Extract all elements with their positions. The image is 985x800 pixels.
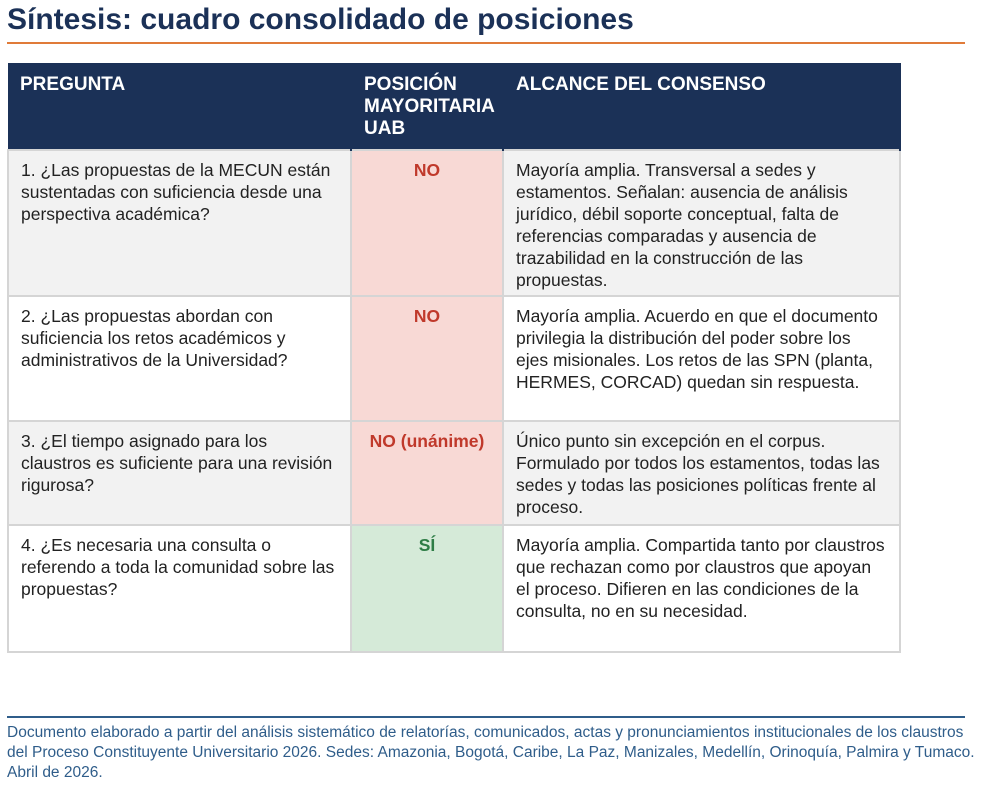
consensus-cell: Mayoría amplia. Compartida tanto por cla… bbox=[502, 524, 901, 653]
consensus-cell: Mayoría amplia. Acuerdo en que el docume… bbox=[502, 295, 901, 422]
position-cell: NO bbox=[350, 295, 504, 422]
table-row: 3. ¿El tiempo asignado para los claustro… bbox=[7, 420, 901, 526]
page-title: Síntesis: cuadro consolidado de posicion… bbox=[7, 3, 634, 36]
position-cell: NO (unánime) bbox=[350, 420, 504, 526]
header-pregunta: PREGUNTA bbox=[8, 63, 352, 150]
header-row: PREGUNTA POSICIÓN MAYORITARIA UAB ALCANC… bbox=[8, 63, 901, 150]
question-cell: 2. ¿Las propuestas abordan con suficienc… bbox=[7, 295, 352, 422]
footer-note: Documento elaborado a partir del análisi… bbox=[7, 724, 975, 781]
header-posicion: POSICIÓN MAYORITARIA UAB bbox=[351, 63, 504, 150]
title-divider bbox=[7, 42, 965, 44]
table-row: 1. ¿Las propuestas de la MECUN están sus… bbox=[7, 149, 901, 297]
position-cell: NO bbox=[350, 149, 504, 297]
table-row: 2. ¿Las propuestas abordan con suficienc… bbox=[7, 295, 901, 422]
question-cell: 1. ¿Las propuestas de la MECUN están sus… bbox=[7, 149, 352, 297]
consensus-cell: Mayoría amplia. Transversal a sedes y es… bbox=[502, 149, 901, 297]
positions-table: PREGUNTA POSICIÓN MAYORITARIA UAB ALCANC… bbox=[7, 63, 901, 653]
table-row: 4. ¿Es necesaria una consulta o referend… bbox=[7, 524, 901, 653]
question-cell: 4. ¿Es necesaria una consulta o referend… bbox=[7, 524, 352, 653]
header-alcance: ALCANCE DEL CONSENSO bbox=[503, 63, 901, 150]
consensus-cell: Único punto sin excepción en el corpus. … bbox=[502, 420, 901, 526]
table-body: 1. ¿Las propuestas de la MECUN están sus… bbox=[7, 149, 901, 653]
question-cell: 3. ¿El tiempo asignado para los claustro… bbox=[7, 420, 352, 526]
position-cell: SÍ bbox=[350, 524, 504, 653]
footer-divider bbox=[7, 716, 965, 718]
table-header: PREGUNTA POSICIÓN MAYORITARIA UAB ALCANC… bbox=[8, 63, 901, 150]
